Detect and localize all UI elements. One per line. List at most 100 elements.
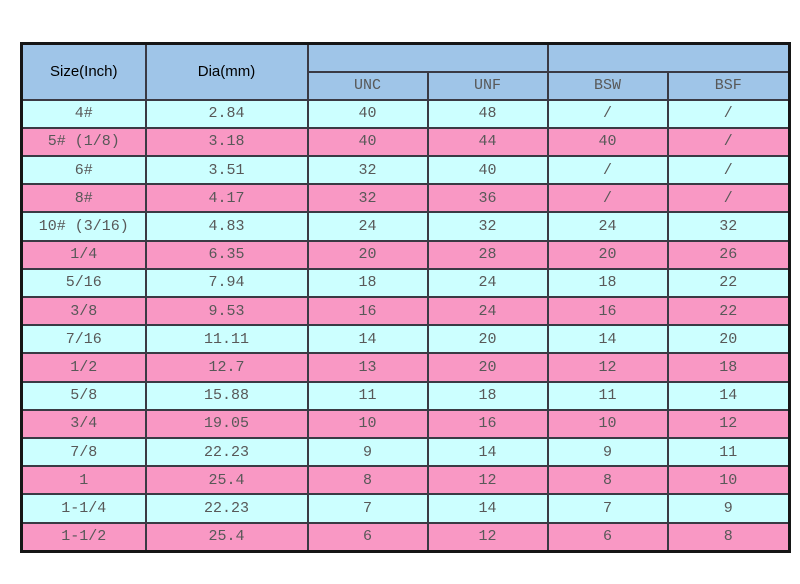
cell-unf: 40 <box>426 154 549 186</box>
table-row: 1-1/2 25.4 6 12 6 8 <box>20 521 791 553</box>
cell-unf: 20 <box>426 352 549 383</box>
cell-size: 5# (1/8) <box>20 126 147 157</box>
cell-size: 3/4 <box>20 408 147 439</box>
cell-unc: 20 <box>306 239 429 270</box>
header-group-row: Size(Inch) Dia(mm) <box>20 42 791 101</box>
cell-unf: 28 <box>426 239 549 270</box>
cell-dia: 3.51 <box>144 154 309 186</box>
cell-dia: 9.53 <box>144 295 309 327</box>
table-row: 3/8 9.53 16 24 16 22 <box>20 295 791 327</box>
cell-bsw: 24 <box>546 211 669 242</box>
cell-bsf: 22 <box>666 267 791 298</box>
thread-size-table: Size(Inch) Dia(mm) UNC UNF BSW BSF 4# 2.… <box>20 42 791 553</box>
cell-bsf: 22 <box>666 295 791 327</box>
column-header-dia: Dia(mm) <box>144 42 309 101</box>
cell-bsw: 8 <box>546 465 669 496</box>
cell-dia: 6.35 <box>144 239 309 270</box>
cell-dia: 22.23 <box>144 493 309 524</box>
cell-bsf: 14 <box>666 380 791 411</box>
table-row: 10# (3/16) 4.83 24 32 24 32 <box>20 211 791 242</box>
cell-dia: 4.17 <box>144 183 309 214</box>
cell-size: 7/8 <box>20 436 147 468</box>
cell-unf: 44 <box>426 126 549 157</box>
cell-size: 1 <box>20 465 147 496</box>
cell-size: 5/8 <box>20 380 147 411</box>
cell-bsf: 8 <box>666 521 791 553</box>
cell-unc: 11 <box>306 380 429 411</box>
cell-unc: 10 <box>306 408 429 439</box>
cell-unc: 7 <box>306 493 429 524</box>
cell-dia: 11.11 <box>144 324 309 355</box>
table-row: 1-1/4 22.23 7 14 7 9 <box>20 493 791 524</box>
table-row: 1/2 12.7 13 20 12 18 <box>20 352 791 383</box>
table-row: 5# (1/8) 3.18 40 44 40 / <box>20 126 791 157</box>
table-row: 5/8 15.88 11 18 11 14 <box>20 380 791 411</box>
cell-bsw: 16 <box>546 295 669 327</box>
table-row: 4# 2.84 40 48 / / <box>20 98 791 129</box>
table-row: 8# 4.17 32 36 / / <box>20 183 791 214</box>
cell-bsf: 11 <box>666 436 791 468</box>
cell-unf: 14 <box>426 493 549 524</box>
cell-dia: 15.88 <box>144 380 309 411</box>
cell-unf: 36 <box>426 183 549 214</box>
cell-dia: 22.23 <box>144 436 309 468</box>
cell-bsw: 14 <box>546 324 669 355</box>
cell-unc: 6 <box>306 521 429 553</box>
cell-unf: 18 <box>426 380 549 411</box>
column-header-unc: UNC <box>306 70 429 101</box>
cell-unc: 8 <box>306 465 429 496</box>
table-row: 7/16 11.11 14 20 14 20 <box>20 324 791 355</box>
cell-dia: 25.4 <box>144 521 309 553</box>
cell-size: 6# <box>20 154 147 186</box>
cell-unf: 14 <box>426 436 549 468</box>
cell-dia: 4.83 <box>144 211 309 242</box>
cell-bsf: / <box>666 154 791 186</box>
cell-bsw: 6 <box>546 521 669 553</box>
cell-unc: 40 <box>306 126 429 157</box>
cell-unf: 32 <box>426 211 549 242</box>
cell-bsw: / <box>546 98 669 129</box>
cell-bsf: 18 <box>666 352 791 383</box>
cell-size: 1/2 <box>20 352 147 383</box>
cell-bsw: 18 <box>546 267 669 298</box>
cell-unc: 32 <box>306 183 429 214</box>
table-row: 6# 3.51 32 40 / / <box>20 154 791 186</box>
cell-bsw: / <box>546 154 669 186</box>
cell-size: 5/16 <box>20 267 147 298</box>
cell-size: 8# <box>20 183 147 214</box>
cell-size: 3/8 <box>20 295 147 327</box>
cell-unc: 13 <box>306 352 429 383</box>
table-row: 7/8 22.23 9 14 9 11 <box>20 436 791 468</box>
cell-unc: 40 <box>306 98 429 129</box>
cell-unf: 12 <box>426 521 549 553</box>
cell-size: 4# <box>20 98 147 129</box>
cell-bsw: 20 <box>546 239 669 270</box>
header-sub-row: UNC UNF BSW BSF <box>22 70 791 101</box>
cell-unf: 12 <box>426 465 549 496</box>
table-row: 5/16 7.94 18 24 18 22 <box>20 267 791 298</box>
cell-bsf: 12 <box>666 408 791 439</box>
cell-dia: 19.05 <box>144 408 309 439</box>
table-row: 1/4 6.35 20 28 20 26 <box>20 239 791 270</box>
cell-dia: 7.94 <box>144 267 309 298</box>
cell-bsw: 40 <box>546 126 669 157</box>
header-group-unc-unf <box>306 42 549 73</box>
column-header-bsf: BSF <box>666 70 791 101</box>
cell-size: 7/16 <box>20 324 147 355</box>
cell-bsf: 9 <box>666 493 791 524</box>
cell-bsf: 10 <box>666 465 791 496</box>
cell-unc: 16 <box>306 295 429 327</box>
cell-unc: 9 <box>306 436 429 468</box>
cell-bsw: 12 <box>546 352 669 383</box>
cell-unf: 24 <box>426 267 549 298</box>
cell-bsw: 7 <box>546 493 669 524</box>
cell-bsf: / <box>666 98 791 129</box>
column-header-bsw: BSW <box>546 70 669 101</box>
cell-size: 1-1/4 <box>20 493 147 524</box>
cell-unc: 18 <box>306 267 429 298</box>
cell-unf: 16 <box>426 408 549 439</box>
cell-bsf: / <box>666 183 791 214</box>
cell-unc: 32 <box>306 154 429 186</box>
cell-bsf: 26 <box>666 239 791 270</box>
